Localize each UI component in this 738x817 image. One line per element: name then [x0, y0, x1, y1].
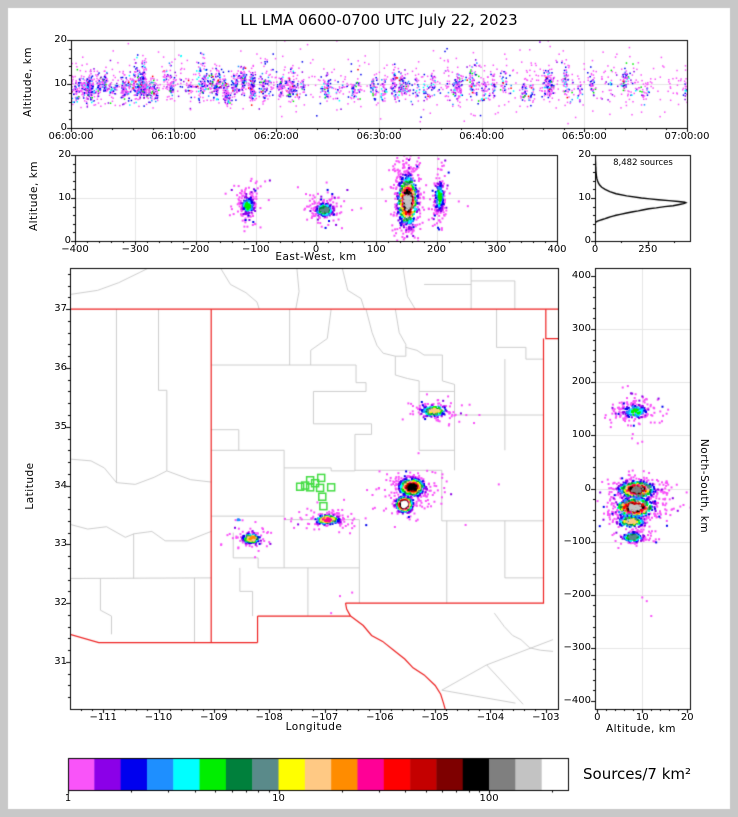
figure-title: LL LMA 0600-0700 UTC July 22, 2023: [240, 11, 518, 29]
tick-label: 10: [54, 78, 67, 89]
tick-label: 10: [272, 793, 285, 804]
tick-label: 20: [54, 34, 67, 45]
tick-label: −400: [61, 244, 89, 255]
tick-label: 31: [54, 655, 67, 667]
tick-label: 100: [366, 244, 386, 255]
map-xlabel: Longitude: [285, 721, 343, 733]
tick-label: 34: [54, 479, 67, 491]
tick-label: 0: [64, 235, 71, 246]
tick-label: 10: [635, 712, 649, 723]
tick-label: −103: [532, 712, 560, 723]
tick-label: −105: [421, 712, 449, 723]
tick-label: 33: [54, 538, 67, 550]
source-count-label: 8,482 sources: [613, 158, 673, 168]
tick-label: 0: [312, 244, 320, 255]
tick-label: 20: [578, 149, 591, 160]
colorbar-label: Sources/7 km²: [583, 765, 692, 783]
tick-label: −109: [200, 712, 228, 723]
tick-label: 35: [54, 420, 67, 432]
tick-label: 400: [571, 269, 591, 281]
tick-label: −110: [144, 712, 173, 723]
tick-label: −111: [89, 712, 117, 723]
tick-label: 20: [58, 149, 71, 160]
ns-panel-ylabel: North-South, km: [698, 438, 710, 534]
tick-label: 06:50:00: [561, 131, 607, 142]
tick-label: 0: [591, 244, 599, 255]
tick-label: 0: [584, 235, 591, 246]
tick-label: 07:00:00: [664, 131, 710, 142]
tick-label: 06:30:00: [356, 131, 402, 142]
tick-label: 0: [584, 482, 591, 494]
tick-label: 1: [64, 793, 72, 804]
tick-label: −108: [255, 712, 283, 723]
tick-label: 0: [594, 712, 601, 723]
tick-label: 06:20:00: [253, 131, 299, 142]
tick-label: −107: [310, 712, 339, 723]
tick-label: 06:10:00: [151, 131, 197, 142]
tick-label: −200: [181, 244, 210, 255]
tick-label: 0: [60, 122, 67, 133]
tick-label: −400: [563, 695, 591, 707]
tick-label: −100: [563, 535, 591, 547]
tick-label: −300: [563, 641, 591, 653]
ew-panel-xlabel: East-West, km: [275, 251, 357, 263]
tick-label: 100: [479, 793, 499, 804]
tick-label: −300: [121, 244, 149, 255]
tick-label: 400: [547, 244, 567, 255]
tick-label: 32: [54, 597, 67, 609]
tick-label: 200: [426, 244, 447, 255]
tick-label: −200: [563, 588, 591, 600]
tick-label: 06:40:00: [459, 131, 505, 142]
tick-label: 37: [54, 303, 67, 315]
tick-label: 300: [487, 244, 507, 255]
tick-label: 100: [571, 429, 591, 441]
tick-label: 200: [571, 376, 591, 388]
tick-label: 10: [578, 192, 591, 203]
tick-label: −100: [242, 244, 270, 255]
tick-label: −106: [366, 712, 394, 723]
ns-panel-xlabel: Altitude, km: [605, 723, 676, 735]
tick-label: 20: [680, 712, 694, 723]
tick-label: 10: [58, 192, 71, 203]
tick-label: 36: [54, 361, 67, 373]
tick-label: 300: [571, 323, 591, 335]
tick-label: −104: [476, 712, 505, 723]
tick-label: 250: [638, 244, 658, 255]
tick-label: 06:00:00: [48, 131, 94, 142]
